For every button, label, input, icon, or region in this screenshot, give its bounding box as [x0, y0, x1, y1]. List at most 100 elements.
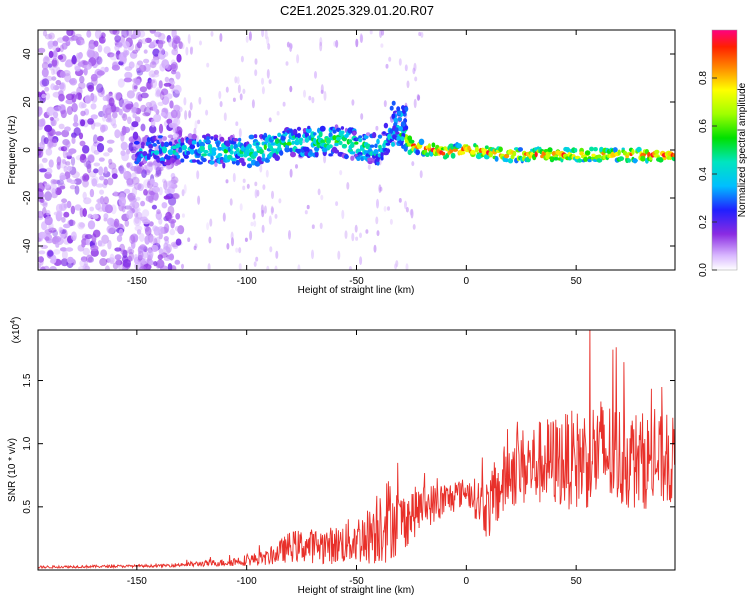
heatmap-cell [381, 30, 385, 36]
heatmap-cell [295, 164, 298, 169]
heatmap-cell [122, 102, 127, 112]
heatmap-cell [41, 93, 46, 99]
heatmap-cell [148, 162, 153, 166]
heatmap-cell [217, 153, 223, 157]
heatmap-cell [98, 110, 105, 118]
heatmap-cell [253, 151, 258, 157]
heatmap-cell [143, 49, 148, 54]
heatmap-cell [43, 137, 49, 145]
heatmap-cell [167, 149, 174, 154]
heatmap-cell [122, 113, 128, 121]
heatmap-cell [107, 257, 116, 263]
heatmap-cell [130, 233, 139, 243]
heatmap-cell [107, 177, 114, 186]
heatmap-cell [143, 58, 150, 64]
heatmap-cell [377, 134, 383, 139]
heatmap-cell [163, 82, 172, 87]
heatmap-cell [156, 89, 161, 97]
heatmap-cell [118, 228, 124, 237]
x-tick-label: -50 [349, 276, 364, 287]
heatmap-cell [232, 138, 239, 142]
heatmap-cell [467, 145, 471, 151]
heatmap-cell [115, 258, 121, 268]
heatmap-cell [109, 253, 115, 262]
heatmap-cell [163, 195, 171, 200]
heatmap-cell [132, 113, 137, 119]
heatmap-cell [87, 118, 94, 125]
heatmap-cell [360, 113, 364, 120]
heatmap-cell [314, 71, 317, 79]
heatmap-cell [263, 205, 267, 214]
heatmap-cell [53, 249, 61, 255]
heatmap-cell [134, 206, 141, 214]
heatmap-cell [132, 82, 138, 92]
heatmap-cell [138, 39, 143, 45]
heatmap-cell [266, 36, 270, 46]
heatmap-cell [84, 94, 92, 105]
heatmap-cell [135, 196, 141, 201]
heatmap-cell [66, 151, 73, 156]
heatmap-cell [484, 145, 489, 150]
heatmap-cell [157, 254, 163, 260]
heatmap-cell [148, 143, 154, 149]
heatmap-cell [176, 53, 182, 63]
heatmap-cell [136, 60, 144, 66]
heatmap-cell [140, 104, 147, 113]
heatmap-cell [149, 30, 156, 34]
heatmap-cell [158, 167, 164, 172]
heatmap-cell [254, 69, 258, 77]
heatmap-cell [413, 98, 417, 109]
heatmap-cell [429, 151, 434, 157]
heatmap-cell [142, 209, 150, 218]
heatmap-cell [51, 76, 57, 81]
snr-series-line [38, 330, 675, 570]
heatmap-cell [305, 127, 312, 134]
heatmap-cell [44, 216, 53, 226]
heatmap-cell [128, 61, 135, 69]
heatmap-cell [69, 179, 77, 185]
heatmap-cell [156, 209, 161, 215]
heatmap-cell [408, 139, 415, 144]
heatmap-cell [107, 217, 115, 226]
heatmap-cell [380, 43, 384, 48]
x-tick-label: -150 [127, 276, 147, 287]
heatmap-cell [375, 216, 379, 225]
heatmap-cell [334, 142, 339, 147]
heatmap-cell [172, 192, 180, 200]
heatmap-cell [101, 234, 109, 244]
heatmap-cell [387, 206, 390, 211]
heatmap-cell [398, 58, 402, 66]
heatmap-cell [74, 204, 82, 211]
heatmap-cell [62, 159, 67, 165]
heatmap-cell [367, 157, 374, 162]
heatmap-cell [180, 137, 185, 143]
heatmap-cell [148, 221, 154, 227]
heatmap-cell [65, 161, 71, 166]
heatmap-cell [130, 165, 138, 172]
heatmap-cell [235, 247, 239, 253]
heatmap-cell [153, 150, 160, 156]
heatmap-cell [222, 212, 226, 222]
heatmap-cell [612, 147, 618, 153]
heatmap-cell [127, 246, 132, 255]
heatmap-cell [93, 162, 101, 167]
heatmap-cell [167, 205, 175, 216]
y-tick-label: 0 [22, 147, 33, 153]
heatmap-cell [170, 172, 176, 180]
y-tick-label: -20 [22, 190, 33, 205]
heatmap-cell [148, 260, 154, 266]
heatmap-cell [50, 254, 57, 264]
heatmap-cell [44, 124, 53, 132]
heatmap-cell [104, 204, 113, 214]
heatmap-cell [441, 151, 446, 156]
heatmap-cell [238, 128, 242, 138]
heatmap-cell [116, 235, 123, 242]
heatmap-cell [194, 120, 198, 130]
heatmap-cell [219, 33, 223, 42]
heatmap-cell [234, 76, 238, 84]
heatmap-cell [126, 162, 131, 168]
heatmap-cell [118, 196, 127, 207]
heatmap-cell [120, 141, 128, 151]
heatmap-cell [591, 153, 596, 157]
heatmap-cell [52, 50, 58, 58]
